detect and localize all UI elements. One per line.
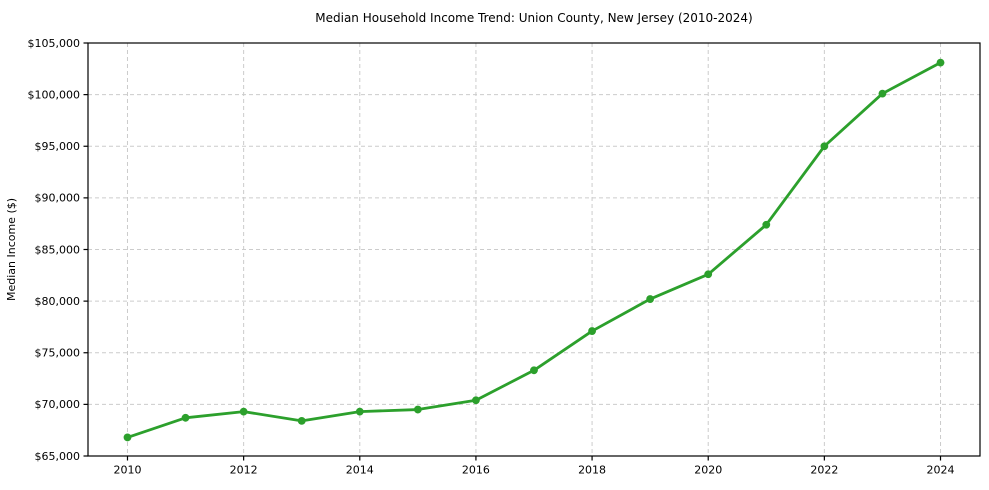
data-point xyxy=(878,89,887,98)
y-tick-label: $85,000 xyxy=(35,243,81,256)
chart-title: Median Household Income Trend: Union Cou… xyxy=(315,11,752,25)
data-point xyxy=(936,58,945,67)
data-point xyxy=(413,405,422,414)
data-point xyxy=(588,327,596,335)
x-tick-label: 2010 xyxy=(113,464,141,477)
data-point xyxy=(123,433,132,442)
y-tick-label: $90,000 xyxy=(35,192,81,205)
data-point xyxy=(355,407,364,416)
y-tick-label: $80,000 xyxy=(35,295,81,308)
x-tick-label: 2022 xyxy=(810,464,838,477)
data-point xyxy=(646,295,655,303)
x-tick-label: 2016 xyxy=(462,464,490,477)
y-tick-label: $100,000 xyxy=(28,88,81,101)
data-point xyxy=(704,270,713,279)
x-tick-label: 2012 xyxy=(230,464,258,477)
x-tick-label: 2024 xyxy=(927,464,955,477)
data-point xyxy=(472,396,480,405)
y-tick-label: $105,000 xyxy=(28,37,81,50)
axes-layer xyxy=(83,42,981,461)
data-point xyxy=(297,416,306,425)
y-axis-label: Median Income ($) xyxy=(5,198,18,301)
x-tick-label: 2020 xyxy=(694,464,722,477)
data-point xyxy=(530,366,538,375)
data-point xyxy=(181,413,190,422)
data-point xyxy=(239,407,248,416)
y-tick-label: $75,000 xyxy=(35,347,81,360)
data-point xyxy=(820,142,829,151)
y-tick-label: $70,000 xyxy=(35,398,81,411)
y-tick-label: $65,000 xyxy=(35,450,81,463)
x-tick-label: 2014 xyxy=(346,464,374,477)
data-point xyxy=(762,220,771,229)
y-tick-label: $95,000 xyxy=(35,140,81,153)
grid-layer xyxy=(88,42,980,457)
trend-line-series xyxy=(123,58,945,442)
trend-line xyxy=(126,61,942,439)
x-tick-label: 2018 xyxy=(578,464,606,477)
tick-label-layer: 2010 2012 2014 2016 2018 2020 2022 2024 $65,000 $… xyxy=(28,37,955,477)
